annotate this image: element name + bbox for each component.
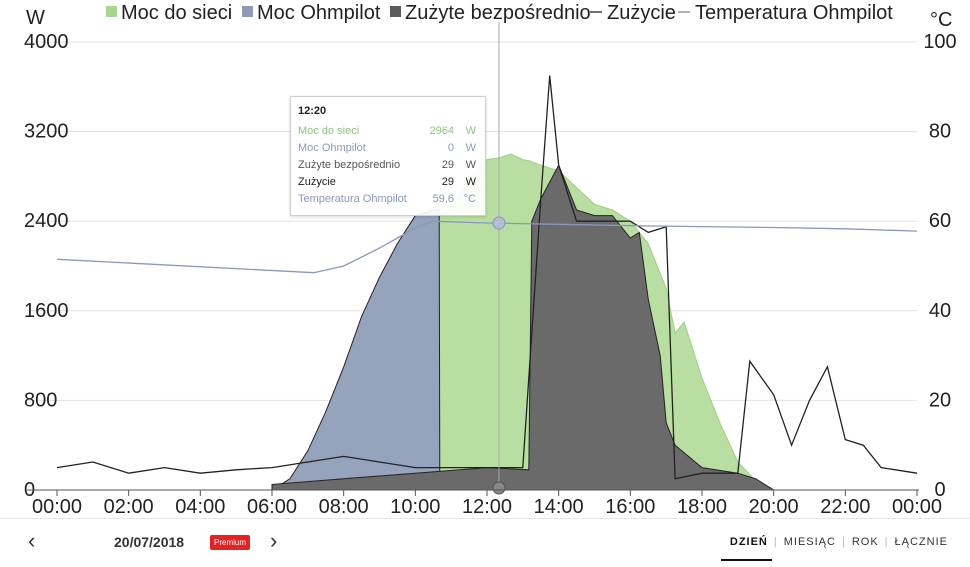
x-tick-label: 06:00 xyxy=(247,496,297,518)
tooltip-row-value: 0 xyxy=(447,142,454,154)
period-day-tab[interactable]: DZIEŃ xyxy=(729,536,768,548)
tooltip-row: Zużycie 29 W xyxy=(298,176,478,190)
premium-badge: Premium xyxy=(210,535,251,550)
tooltip-row: Moc do sieci 2964 W xyxy=(298,125,478,139)
y-right-tick-label: 0 xyxy=(934,479,945,501)
legend-label: Moc do sieci xyxy=(121,2,232,24)
x-tick-label: 00:00 xyxy=(32,496,82,518)
tooltip-row-unit: W xyxy=(465,176,476,188)
tooltip-row: Temperatura Ohmpilot 59,6 °C xyxy=(298,193,478,207)
line-zuzycie xyxy=(56,75,918,480)
x-tick-label: 10:00 xyxy=(390,496,440,518)
tooltip-row-value: 2964 xyxy=(429,125,454,137)
legend-label: Temperatura Ohmpilot xyxy=(695,2,893,24)
tooltip-row-label: Moc do sieci xyxy=(298,125,360,137)
y-left-tick-label: 2400 xyxy=(24,210,69,232)
tooltip-row: Zużyte bezpośrednio 29 W xyxy=(298,159,478,173)
crosshair-point-temp xyxy=(492,216,506,230)
x-tick-label: 12:00 xyxy=(462,496,512,518)
x-tick-label: 08:00 xyxy=(319,496,369,518)
prev-day-icon[interactable]: ‹ xyxy=(28,528,36,553)
x-tick-label: 22:00 xyxy=(820,496,870,518)
tooltip-row-value: 29 xyxy=(441,159,454,171)
tooltip-row-unit: °C xyxy=(463,193,476,205)
y-left-tick-label: 3200 xyxy=(24,121,69,143)
tooltip-row-unit: W xyxy=(465,142,476,154)
next-day-icon[interactable]: › xyxy=(270,528,278,553)
y-left-tick-label: 800 xyxy=(24,389,57,411)
line-temperatura-ohmpilot xyxy=(56,220,918,274)
y-right-tick-label: 20 xyxy=(929,389,951,411)
y-right-tick-label: 100 xyxy=(923,31,956,53)
legend: Moc do sieci Moc Ohmpilot Zużyte bezpośred… xyxy=(106,2,893,24)
period-selector: DZIEŃ | MIESIĄC | ROK | ŁĄCZNIE xyxy=(730,536,948,548)
period-divider: | xyxy=(841,536,846,548)
legend-label: Zużycie xyxy=(607,2,676,24)
tooltip-row-label: Temperatura Ohmpilot xyxy=(298,193,407,205)
y-right-tick-label: 40 xyxy=(929,300,951,322)
x-tick-label: 16:00 xyxy=(605,496,655,518)
date-label[interactable]: 20/07/2018 xyxy=(114,534,185,550)
legend-swatch xyxy=(106,6,117,17)
y-right-tick-label: 80 xyxy=(929,121,951,143)
tooltip-time: 12:20 xyxy=(298,105,327,117)
tooltip-row-label: Zużycie xyxy=(298,176,336,188)
y-left-tick-label: 4000 xyxy=(24,31,69,53)
legend-label: Moc Ohmpilot xyxy=(257,2,381,24)
footer-bar: ‹ 20/07/2018 Premium › DZIEŃ | MIESIĄC | ROK… xyxy=(0,518,970,567)
tooltip-row-value: 59,6 xyxy=(432,193,454,205)
x-tick-label: 20:00 xyxy=(749,496,799,518)
period-month-tab[interactable]: MIESIĄC xyxy=(783,536,836,548)
tooltip: 12:20 Moc do sieci 2964 W Moc Ohmpilot 0 W Zuż… xyxy=(290,96,486,216)
x-tick-label: 02:00 xyxy=(104,496,154,518)
area-zu-yte-bezpo-rednio xyxy=(271,164,776,491)
area-moc-ohmpilot xyxy=(270,209,441,491)
crosshair-point-base xyxy=(492,481,506,495)
tooltip-row-unit: W xyxy=(465,125,476,137)
tooltip-row-label: Moc Ohmpilot xyxy=(298,142,366,154)
x-tick-label: 14:00 xyxy=(534,496,584,518)
tooltip-row: Moc Ohmpilot 0 W xyxy=(298,142,478,156)
legend-swatch xyxy=(242,6,253,17)
period-total-tab[interactable]: ŁĄCZNIE xyxy=(894,536,948,548)
legend-label: Zużyte bezpośrednio xyxy=(405,2,591,24)
tooltip-row-value: 29 xyxy=(441,176,454,188)
y-left-tick-label: 1600 xyxy=(24,300,69,322)
legend-swatch xyxy=(390,6,401,17)
x-tick-label: 04:00 xyxy=(175,496,225,518)
series-lines xyxy=(56,75,918,480)
active-period-underline xyxy=(721,559,772,561)
y-right-unit: °C xyxy=(930,9,952,31)
x-tick-label: 18:00 xyxy=(677,496,727,518)
tooltip-row-label: Zużyte bezpośrednio xyxy=(298,159,401,171)
crosshair xyxy=(492,22,506,495)
y-left-unit: W xyxy=(26,7,45,29)
x-tick-label: 00:00 xyxy=(892,496,942,518)
y-right-tick-label: 60 xyxy=(929,210,951,232)
period-year-tab[interactable]: ROK xyxy=(851,536,879,548)
series-areas xyxy=(270,153,776,491)
period-divider: | xyxy=(884,536,889,548)
tooltip-row-unit: W xyxy=(465,159,476,171)
period-divider: | xyxy=(773,536,778,548)
